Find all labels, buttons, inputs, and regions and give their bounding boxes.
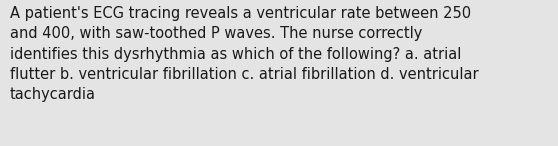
Text: A patient's ECG tracing reveals a ventricular rate between 250
and 400, with saw: A patient's ECG tracing reveals a ventri… — [10, 6, 479, 102]
